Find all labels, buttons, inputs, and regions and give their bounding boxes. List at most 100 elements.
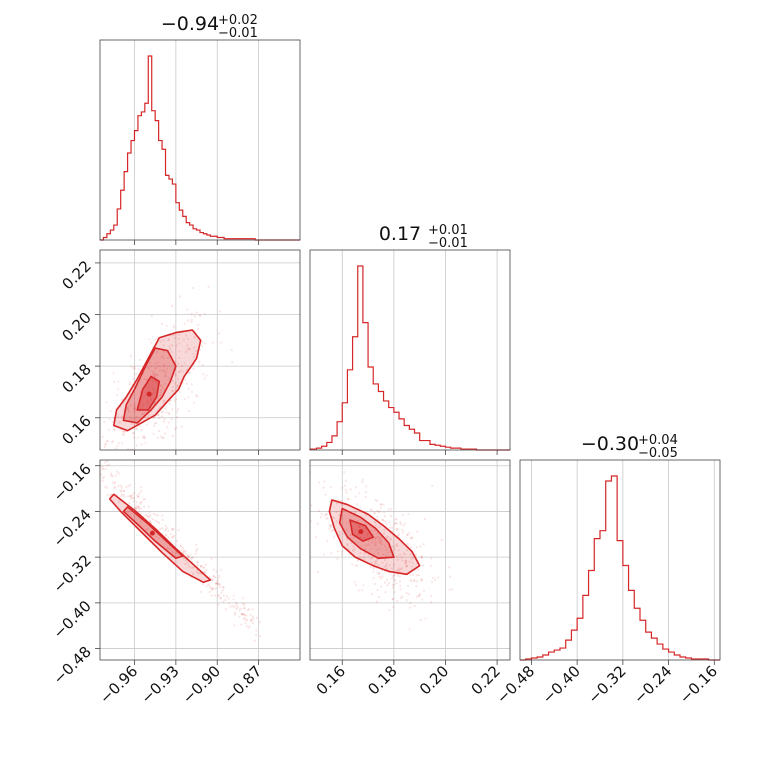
sample-point: [175, 398, 178, 401]
sample-point: [157, 429, 161, 433]
sample-point: [374, 560, 377, 563]
sample-point: [399, 588, 402, 591]
sample-point: [229, 605, 232, 608]
sample-point: [142, 436, 146, 440]
sample-point: [340, 503, 343, 507]
sample-point: [130, 495, 133, 499]
sample-point: [162, 369, 165, 372]
sample-point: [201, 583, 205, 586]
sample-point: [156, 514, 159, 517]
sample-point: [410, 536, 413, 540]
sample-point: [392, 574, 395, 578]
sample-point: [349, 488, 352, 491]
sample-point: [214, 576, 217, 579]
sample-point: [380, 543, 384, 546]
sample-point: [145, 378, 148, 381]
sample-point: [356, 533, 359, 536]
sample-point: [354, 486, 357, 489]
sample-point: [176, 386, 179, 389]
sample-point: [126, 408, 130, 411]
sample-point: [374, 536, 377, 540]
sample-point: [197, 328, 200, 331]
sample-point: [172, 389, 175, 393]
sample-point: [391, 597, 395, 601]
sample-point: [150, 341, 153, 344]
sample-point: [154, 373, 157, 376]
scatter-panel-p3_vs_p1: −0.96−0.93−0.90−0.87 −0.48−0.40−0.32−0.24…: [50, 459, 301, 707]
sample-point: [255, 616, 259, 620]
sample-point: [422, 543, 425, 546]
sample-point: [196, 561, 199, 564]
x-tick-label-1: −0.40: [539, 662, 584, 707]
sample-point: [187, 556, 190, 559]
sample-point: [325, 513, 328, 516]
sample-point: [231, 361, 234, 364]
sample-point: [116, 444, 119, 448]
sample-point: [160, 355, 163, 359]
sample-point: [183, 362, 186, 365]
sample-point: [175, 344, 178, 347]
sample-point: [405, 592, 408, 595]
sample-point: [253, 639, 256, 642]
sample-point: [182, 557, 185, 560]
sample-point: [222, 586, 225, 589]
sample-point: [103, 420, 106, 424]
sample-point: [201, 363, 204, 367]
sample-point: [169, 399, 172, 402]
sample-point: [165, 324, 168, 328]
sample-point: [130, 365, 133, 368]
sample-point: [232, 605, 235, 609]
sample-point: [361, 478, 364, 481]
sample-point: [251, 608, 254, 611]
sample-point: [158, 369, 162, 372]
sample-point: [315, 536, 318, 539]
contour-level-1: [108, 493, 212, 584]
sample-point: [376, 515, 379, 518]
sample-point: [333, 516, 336, 520]
sample-point: [451, 588, 454, 591]
sample-point: [154, 362, 157, 365]
sample-point: [393, 574, 396, 577]
sample-point: [233, 613, 236, 616]
sample-point: [430, 594, 433, 598]
sample-point: [352, 545, 355, 548]
sample-point: [420, 556, 424, 560]
param-title-minus-p3: −0.05: [638, 446, 678, 461]
sample-point: [165, 411, 168, 414]
sample-point: [379, 541, 382, 544]
sample-point: [165, 526, 169, 529]
sample-point: [181, 549, 184, 552]
sample-point: [114, 474, 117, 477]
sample-point: [383, 545, 387, 548]
sample-point: [182, 338, 185, 341]
sample-point: [404, 560, 407, 564]
sample-point: [159, 393, 162, 397]
sample-point: [188, 348, 192, 351]
sample-point: [219, 341, 223, 344]
sample-point: [217, 581, 220, 585]
sample-point: [129, 355, 133, 358]
sample-point: [197, 572, 200, 575]
sample-point: [375, 558, 379, 561]
sample-point: [249, 613, 252, 616]
sample-point: [392, 606, 395, 609]
sample-point: [371, 538, 374, 541]
sample-point: [144, 513, 148, 517]
sample-point: [141, 412, 144, 416]
sample-point: [172, 535, 175, 539]
sample-point: [235, 607, 238, 610]
sample-point: [135, 419, 138, 422]
sample-point: [178, 295, 181, 298]
sample-point: [143, 498, 146, 501]
sample-point: [200, 344, 204, 348]
sample-point: [448, 566, 451, 569]
sample-point: [171, 344, 174, 347]
sample-point: [369, 508, 372, 511]
sample-point: [126, 448, 130, 450]
y-tick-label-4: −0.16: [50, 460, 95, 505]
panel-frame: [99, 249, 301, 451]
sample-point: [151, 392, 154, 395]
sample-point: [399, 567, 403, 571]
sample-point: [95, 426, 97, 428]
sample-point: [240, 613, 243, 616]
